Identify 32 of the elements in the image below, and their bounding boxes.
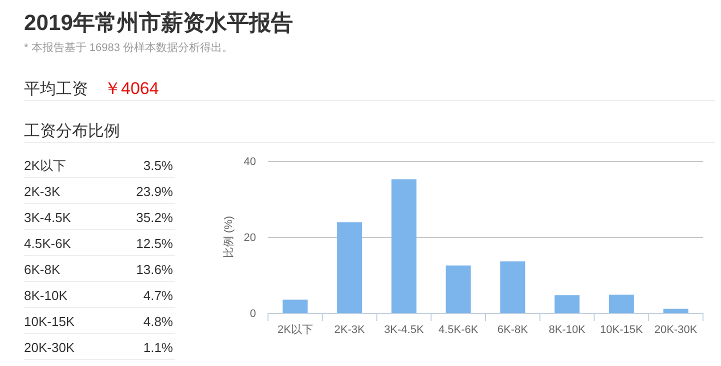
x-tick-label: 3K-4.5K bbox=[384, 324, 424, 336]
category-label: 3K-4.5K bbox=[24, 210, 71, 225]
y-tick-label: 40 bbox=[244, 156, 256, 168]
text: 3.5% bbox=[143, 158, 174, 173]
text: 平均工资 bbox=[24, 80, 88, 98]
category-label: 2K-3K bbox=[24, 184, 60, 199]
x-tick-label: 20K-30K bbox=[654, 324, 698, 336]
x-tick-label: 4.5K-6K bbox=[438, 324, 479, 336]
text: ￥4064 bbox=[104, 79, 159, 98]
text: 13.6% bbox=[136, 262, 174, 277]
text: 工资分布比例 bbox=[24, 122, 120, 140]
x-tick-label: 10K-15K bbox=[600, 324, 644, 336]
text: 1.1% bbox=[143, 340, 174, 355]
text: 35.2% bbox=[136, 210, 174, 225]
text: 23.9% bbox=[136, 184, 174, 199]
x-tick-label: 2K-3K bbox=[334, 324, 366, 336]
y-tick-label: 20 bbox=[244, 232, 256, 244]
y-tick-label: 0 bbox=[250, 308, 256, 320]
text: * 本报告基于 16983 份样本数据分析得出。 bbox=[24, 41, 234, 54]
x-tick-label: 6K-8K bbox=[497, 324, 529, 336]
text: 4.7% bbox=[143, 288, 174, 303]
category-label: 20K-30K bbox=[24, 340, 75, 355]
category-label: 2K以下 bbox=[24, 158, 66, 173]
x-tick-label: 8K-10K bbox=[548, 324, 586, 336]
chart-title: 2019年常州市薪资水平报告 bbox=[24, 10, 293, 35]
category-label: 8K-10K bbox=[24, 288, 68, 303]
category-label: 4.5K-6K bbox=[24, 236, 71, 251]
y-axis-title: 比例 (%) bbox=[222, 216, 235, 258]
category-label: 6K-8K bbox=[24, 262, 60, 277]
text: 4.8% bbox=[143, 314, 174, 329]
x-tick-label: 2K以下 bbox=[277, 323, 313, 336]
text: 12.5% bbox=[136, 236, 174, 251]
